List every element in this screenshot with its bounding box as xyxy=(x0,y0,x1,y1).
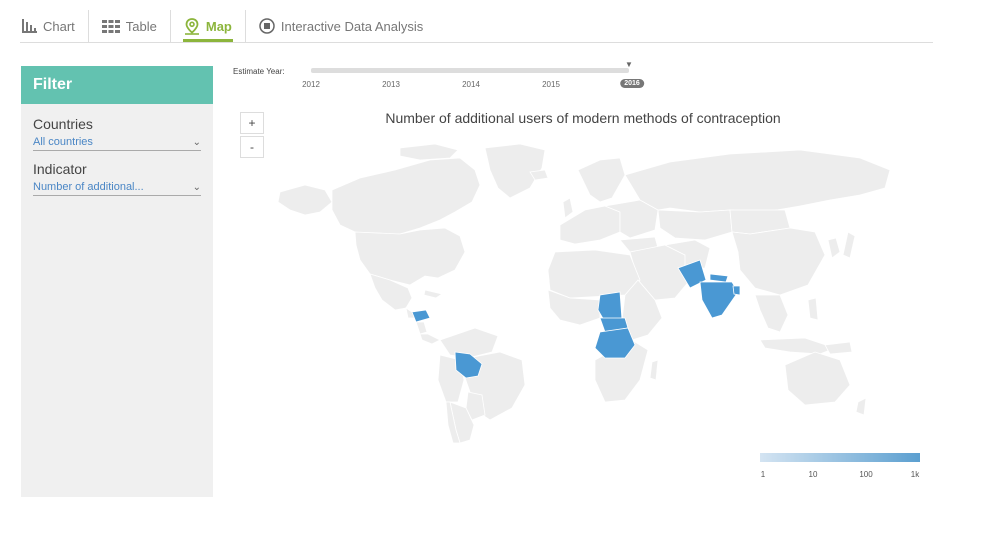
bar-chart-icon xyxy=(22,19,37,33)
year-slider-handle[interactable]: ▼ xyxy=(625,60,633,69)
country-madagascar xyxy=(649,359,659,381)
filter-title: Filter xyxy=(21,66,213,104)
world-map[interactable] xyxy=(260,140,900,445)
chevron-down-icon: ⌄ xyxy=(192,136,201,148)
country-canada-islands xyxy=(399,143,459,161)
country-iceland xyxy=(529,169,549,181)
indicator-filter: Indicator Number of additional... ⌄ xyxy=(21,161,213,196)
zoom-out-button[interactable]: - xyxy=(240,136,264,158)
chevron-down-icon: ⌄ xyxy=(192,181,201,193)
country-chad xyxy=(597,291,623,323)
indicator-label: Indicator xyxy=(33,161,87,177)
country-honduras xyxy=(411,309,431,323)
country-canada xyxy=(331,157,481,237)
tab-interactive-label: Interactive Data Analysis xyxy=(280,18,424,34)
filter-panel: Filter Countries All countries ⌄ Indicat… xyxy=(21,66,213,497)
tab-chart[interactable]: Chart xyxy=(20,10,89,42)
countries-select-value: All countries xyxy=(33,136,93,148)
legend-label: 1k xyxy=(910,470,920,479)
map-title: Number of additional users of modern met… xyxy=(385,110,781,126)
countries-select[interactable]: All countries ⌄ xyxy=(33,136,201,151)
country-india xyxy=(699,281,739,319)
legend-label: 1 xyxy=(760,470,766,479)
country-kazakhstan xyxy=(657,209,733,241)
year-slider-track[interactable] xyxy=(311,68,629,73)
country-paraguay-uruguay xyxy=(465,391,486,421)
country-alaska xyxy=(277,184,333,216)
country-west-africa xyxy=(547,289,601,326)
record-icon xyxy=(259,18,275,34)
countries-label: Countries xyxy=(33,116,93,132)
tab-interactive-analysis[interactable]: Interactive Data Analysis xyxy=(246,10,436,42)
country-china xyxy=(731,227,826,296)
country-philippines xyxy=(807,297,819,321)
year-tick[interactable]: 2015 xyxy=(542,80,560,89)
year-tick[interactable]: 2014 xyxy=(462,80,480,89)
country-australia xyxy=(784,351,851,406)
legend-label: 10 xyxy=(808,470,818,479)
view-tabs: Chart Table Map Interactive Data Analysi… xyxy=(20,10,933,43)
country-colombia-venezuela xyxy=(439,327,499,359)
country-greenland xyxy=(484,143,546,199)
country-uk xyxy=(562,197,574,219)
legend-label: 100 xyxy=(859,470,873,479)
country-nicaragua xyxy=(415,321,428,335)
tab-chart-label: Chart xyxy=(43,18,75,34)
country-nepal xyxy=(709,273,729,283)
country-north-africa xyxy=(547,249,641,299)
estimate-year-label: Estimate Year: xyxy=(233,67,285,76)
country-russia xyxy=(624,149,891,213)
indicator-select-value: Number of additional... xyxy=(33,181,144,193)
map-pin-icon xyxy=(184,17,200,35)
tab-table[interactable]: Table xyxy=(89,10,171,42)
country-chile xyxy=(445,401,461,444)
tab-map[interactable]: Map xyxy=(171,10,246,42)
country-scandinavia xyxy=(577,157,626,203)
table-grid-icon xyxy=(101,19,120,33)
country-indonesia xyxy=(759,337,837,355)
year-tick[interactable]: 2013 xyxy=(382,80,400,89)
country-dr-congo xyxy=(594,327,636,359)
country-bangladesh xyxy=(732,285,741,296)
selected-year-badge[interactable]: 2016 xyxy=(620,79,644,88)
map-legend: 1 10 100 1k xyxy=(760,453,920,479)
country-png xyxy=(824,341,853,355)
country-usa xyxy=(354,227,466,286)
tab-table-label: Table xyxy=(125,18,157,34)
legend-gradient xyxy=(760,453,920,462)
tab-map-label: Map xyxy=(205,18,232,34)
country-costa-rica-panama xyxy=(419,333,441,345)
countries-filter: Countries All countries ⌄ xyxy=(21,116,213,151)
country-new-zealand xyxy=(855,397,867,416)
country-korea-japan xyxy=(827,237,841,259)
country-pakistan xyxy=(677,259,707,289)
zoom-in-button[interactable]: + xyxy=(240,112,264,134)
indicator-select[interactable]: Number of additional... ⌄ xyxy=(33,181,201,196)
country-japan xyxy=(842,231,856,259)
country-se-asia xyxy=(754,294,789,333)
country-bolivia xyxy=(454,351,483,379)
country-cuba xyxy=(423,289,443,299)
year-tick[interactable]: 2012 xyxy=(302,80,320,89)
